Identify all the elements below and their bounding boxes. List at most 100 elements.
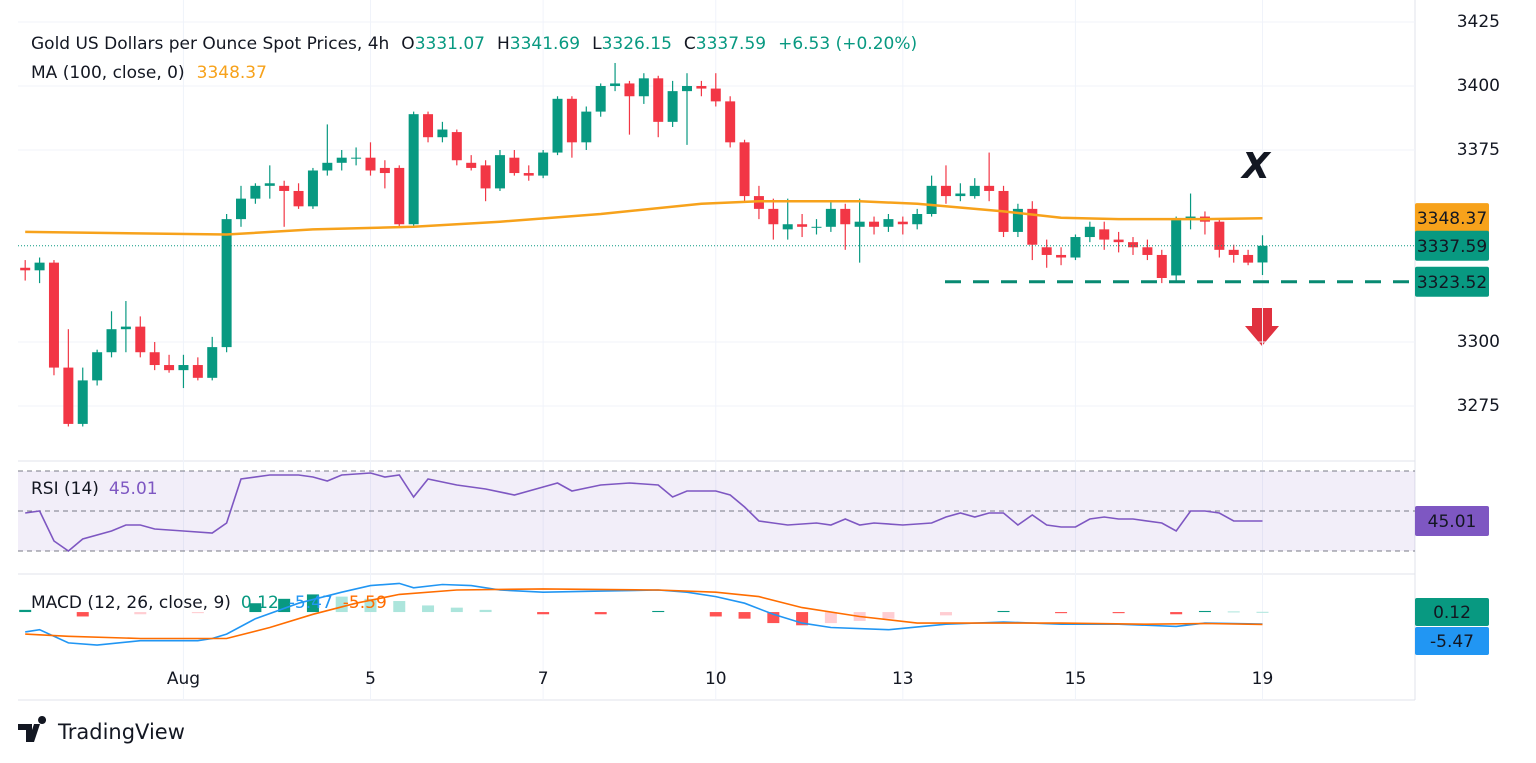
candle-body <box>48 262 59 368</box>
candle-body <box>869 221 880 227</box>
price-label-box <box>1415 505 1489 536</box>
candle-body <box>854 221 865 227</box>
candle-body <box>1056 254 1067 258</box>
x-tick-label: 19 <box>1252 669 1274 689</box>
candle-body <box>293 190 304 207</box>
logo <box>18 716 47 742</box>
candle-body <box>1099 229 1110 240</box>
candle-body <box>178 365 189 371</box>
candle-body <box>1142 247 1153 255</box>
ma-legend-name: MA (100, close, 0) <box>31 63 185 83</box>
candle-body <box>20 267 31 271</box>
y-tick-label: 3275 <box>1457 396 1500 416</box>
candle-body <box>912 214 923 225</box>
candle-body <box>638 78 649 97</box>
price-label-box <box>1415 266 1489 297</box>
macd-histogram-bar <box>824 612 837 624</box>
macd-histogram-bar <box>76 612 89 617</box>
candle-body <box>1070 237 1081 258</box>
price-label-box <box>1415 230 1489 261</box>
macd-histogram-bar <box>709 612 722 617</box>
macd-signal-line <box>25 588 1263 640</box>
x-tick-label: Aug <box>167 669 200 689</box>
footer-brand: TradingView <box>57 720 185 744</box>
candle-body <box>1041 247 1052 255</box>
candle-body <box>494 155 505 189</box>
candle-body <box>437 129 448 138</box>
candle-body <box>969 185 980 197</box>
price-label: 3337.59 <box>1417 237 1487 257</box>
macd-legend-signal: -5.59 <box>343 593 387 613</box>
header-low: 3326.15 <box>602 34 672 54</box>
candle-body <box>1257 245 1268 263</box>
macd-histogram-bar <box>479 609 492 613</box>
candle-body <box>63 367 74 424</box>
candle-body <box>279 185 290 191</box>
macd-histogram-bar <box>939 612 952 616</box>
candle-body <box>92 352 103 381</box>
price-label-box <box>1415 203 1489 234</box>
candle-body <box>667 91 678 122</box>
candle-body <box>624 83 635 97</box>
candle-body <box>840 208 851 225</box>
macd-histogram-bar <box>537 612 550 615</box>
candle-body <box>782 224 793 230</box>
candle-body <box>106 329 117 353</box>
price-label: 3323.52 <box>1417 273 1487 293</box>
candle-body <box>307 170 318 207</box>
candle-body <box>509 157 520 174</box>
candle-body <box>192 365 203 378</box>
header-o-label: O <box>401 34 414 54</box>
macd-histogram-bar <box>1112 612 1125 614</box>
candle-body <box>408 114 419 225</box>
candle-body <box>1027 208 1038 245</box>
header-h-label: H <box>497 34 510 54</box>
candle-body <box>466 162 477 168</box>
rsi-legend: RSI (14) 45.01 <box>31 479 158 499</box>
macd-histogram-bar <box>738 612 751 619</box>
candle-body <box>1185 216 1196 220</box>
macd-histogram-bar <box>652 610 665 613</box>
candle-body <box>523 173 534 176</box>
macd-histogram-bar <box>134 612 147 615</box>
x-tick-label: 7 <box>538 669 549 689</box>
candle-body <box>164 365 175 371</box>
candle-body <box>149 352 160 366</box>
macd-histogram-bar <box>191 612 204 614</box>
candle-body <box>725 101 736 143</box>
candle-body <box>1214 221 1225 250</box>
candle-body <box>322 162 333 171</box>
annotation: X <box>1240 146 1272 187</box>
x-tick-label: 13 <box>892 669 914 689</box>
candle-body <box>264 183 275 186</box>
price-label: 0.12 <box>1433 603 1471 623</box>
candle-body <box>207 347 218 378</box>
x-tick-label: 5 <box>365 669 376 689</box>
candle-body <box>797 224 808 227</box>
candle-body <box>236 198 247 220</box>
candle-body <box>682 86 693 92</box>
header-open: 3331.07 <box>415 34 485 54</box>
candle-body <box>1156 254 1167 278</box>
candle-body <box>897 221 908 225</box>
candle-body <box>1012 208 1023 232</box>
candle-body <box>394 167 405 225</box>
x-tick-label: 10 <box>705 669 727 689</box>
candle-body <box>1128 242 1139 248</box>
candle-body <box>955 193 966 197</box>
candle-body <box>753 196 764 209</box>
macd-histogram-bar <box>450 607 463 613</box>
candle-body <box>739 142 750 197</box>
macd-histogram-bar <box>997 610 1010 613</box>
macd-histogram-bar <box>393 601 406 613</box>
candle-body <box>768 208 779 225</box>
header-close: 3337.59 <box>696 34 766 54</box>
header-symbol: Gold US Dollars per Ounce Spot Prices, 4… <box>31 34 389 54</box>
candle-body <box>451 132 462 161</box>
candle-body <box>984 185 995 191</box>
price-label-box <box>1415 598 1489 626</box>
candle-body <box>120 326 131 330</box>
candle-body <box>480 165 491 189</box>
candle-body <box>940 185 951 197</box>
